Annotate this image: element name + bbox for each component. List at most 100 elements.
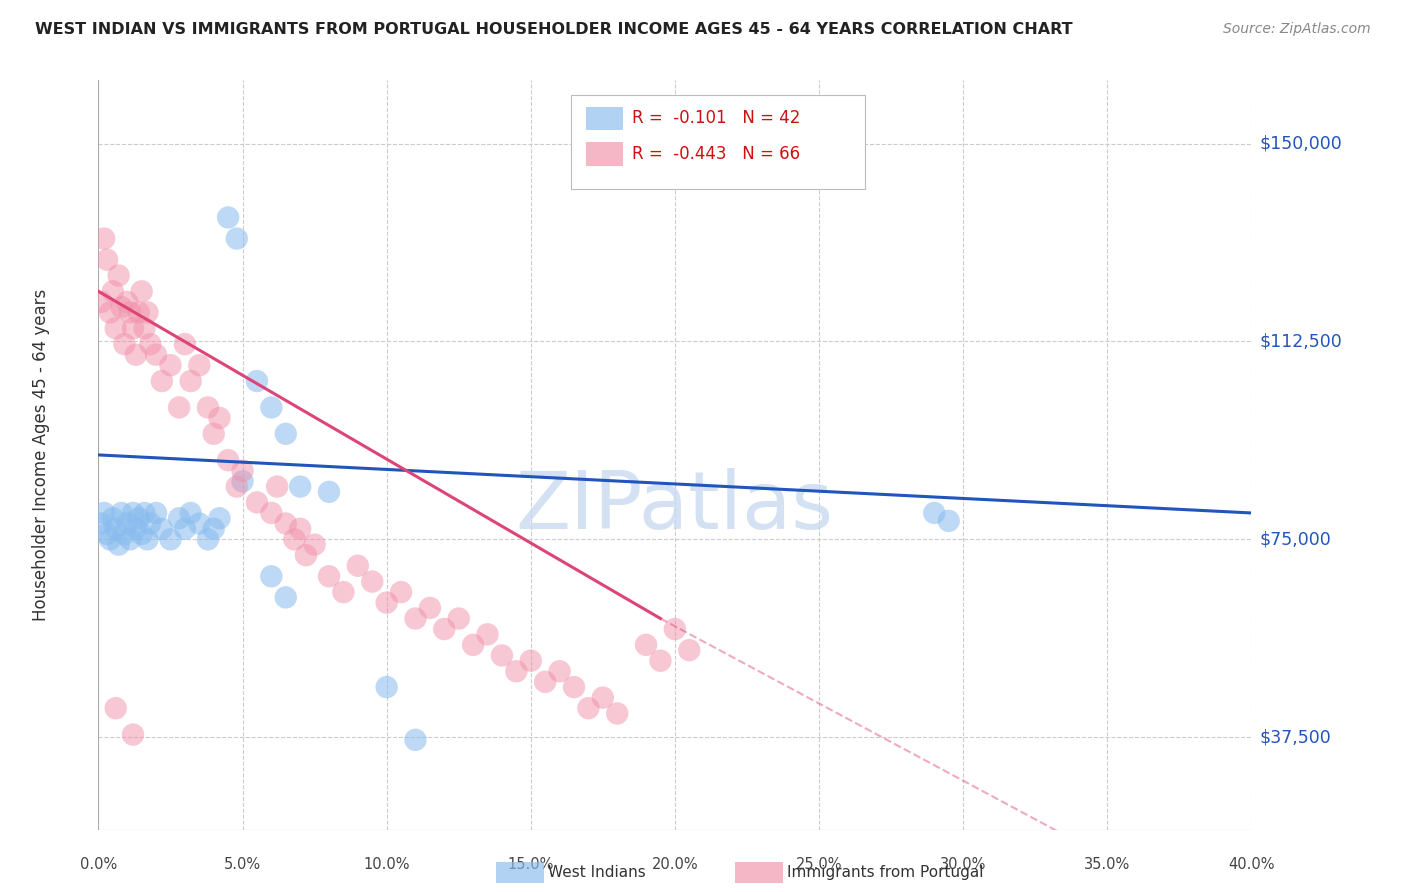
Point (208, 411, 231, 425)
Point (361, 574, 384, 589)
Point (96, 252, 118, 267)
Point (90, 294, 112, 309)
Point (375, 596, 398, 610)
Point (461, 638, 484, 652)
Text: $37,500: $37,500 (1260, 728, 1331, 747)
Point (938, 514, 960, 528)
Point (592, 690, 614, 705)
Point (332, 585, 354, 599)
Point (131, 285, 153, 299)
Point (274, 591, 297, 605)
Point (231, 475, 254, 489)
Point (266, 479, 288, 493)
Text: R =  -0.443   N = 66: R = -0.443 N = 66 (633, 145, 800, 162)
Point (120, 305, 142, 319)
Text: $75,000: $75,000 (1260, 531, 1331, 549)
Point (304, 538, 326, 552)
Point (131, 527, 153, 541)
Point (318, 569, 340, 583)
Point (208, 511, 231, 525)
Point (290, 522, 312, 536)
Point (405, 611, 427, 625)
Point (346, 558, 368, 573)
Point (419, 601, 441, 615)
Text: 20.0%: 20.0% (651, 857, 699, 872)
Point (150, 522, 173, 536)
Point (217, 453, 239, 467)
Point (197, 533, 219, 547)
Text: 35.0%: 35.0% (1084, 857, 1130, 872)
Point (120, 533, 142, 547)
Point (110, 300, 132, 314)
Point (117, 294, 139, 309)
Point (136, 305, 159, 319)
Point (274, 516, 297, 531)
Point (562, 680, 585, 694)
Point (112, 527, 135, 541)
Text: Immigrants from Portugal: Immigrants from Portugal (787, 865, 984, 880)
Text: 30.0%: 30.0% (941, 857, 986, 872)
Text: 25.0%: 25.0% (796, 857, 842, 872)
Point (93, 231, 115, 245)
Point (128, 305, 150, 319)
Point (98, 533, 121, 547)
Point (180, 374, 202, 388)
Point (134, 321, 156, 335)
Point (122, 321, 145, 335)
Point (174, 337, 197, 351)
Point (433, 622, 456, 636)
Point (128, 511, 150, 525)
Point (134, 506, 156, 520)
Text: R =  -0.101   N = 42: R = -0.101 N = 42 (633, 110, 800, 128)
Point (180, 506, 202, 520)
Point (188, 358, 211, 372)
Point (318, 484, 340, 499)
Point (93, 506, 115, 520)
Point (260, 401, 283, 415)
Text: 0.0%: 0.0% (80, 857, 117, 872)
Point (548, 665, 571, 679)
Text: Source: ZipAtlas.com: Source: ZipAtlas.com (1223, 22, 1371, 37)
Point (150, 374, 173, 388)
Text: 40.0%: 40.0% (1227, 857, 1275, 872)
Point (225, 231, 247, 245)
Point (217, 211, 239, 225)
Point (174, 522, 197, 536)
Point (290, 479, 312, 493)
Point (246, 495, 269, 509)
Point (98, 305, 121, 319)
Point (678, 643, 700, 657)
Point (606, 706, 628, 721)
Point (477, 627, 499, 641)
Point (225, 479, 247, 493)
Text: 5.0%: 5.0% (224, 857, 262, 872)
Point (117, 516, 139, 531)
Point (110, 506, 132, 520)
FancyBboxPatch shape (586, 143, 623, 167)
Text: West Indians: West Indians (548, 865, 647, 880)
Point (159, 358, 181, 372)
FancyBboxPatch shape (586, 106, 623, 130)
Point (104, 522, 127, 536)
Point (534, 674, 557, 689)
Text: Householder Income Ages 45 - 64 years: Householder Income Ages 45 - 64 years (32, 289, 49, 621)
Point (505, 665, 527, 679)
Point (136, 533, 159, 547)
Point (125, 348, 148, 362)
Point (101, 511, 124, 525)
Point (145, 506, 167, 520)
Point (260, 506, 283, 520)
Text: $112,500: $112,500 (1260, 333, 1343, 351)
Text: $150,000: $150,000 (1260, 135, 1343, 153)
Point (197, 401, 219, 415)
Point (520, 654, 543, 668)
Point (260, 569, 283, 583)
Point (202, 426, 225, 441)
Point (125, 522, 148, 536)
Point (274, 426, 297, 441)
Point (104, 701, 127, 715)
Point (159, 533, 181, 547)
Point (139, 337, 162, 351)
Point (104, 321, 127, 335)
Point (389, 585, 412, 599)
